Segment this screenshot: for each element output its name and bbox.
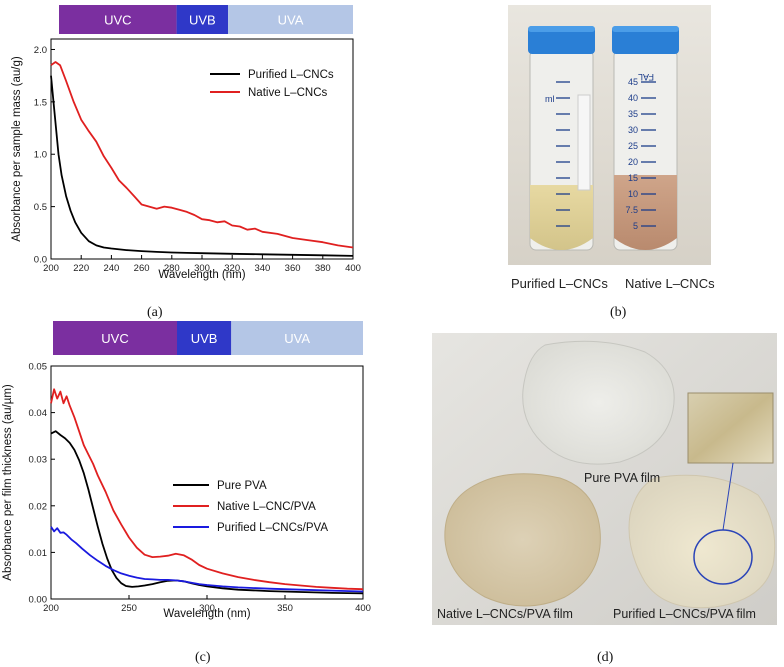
y-tick-label: 2.0 xyxy=(34,45,47,56)
chart-a: UVC UVB UVA 200 220 240 260 280 300 320 340 360 380 4… xyxy=(11,5,361,281)
band-label-uva: UVA xyxy=(278,13,304,28)
photo-d-films: Pure PVA film Native L–CNCs/PVA film Pur… xyxy=(432,333,777,625)
x-tick-label: 400 xyxy=(345,263,361,274)
band-label-uvc: UVC xyxy=(104,13,131,28)
y-tick-label: 0.00 xyxy=(29,595,48,606)
tube-brand-text: FAL xyxy=(638,72,654,82)
x-tick-label: 220 xyxy=(73,263,89,274)
inset-zoom-photo xyxy=(687,392,774,464)
tube-native xyxy=(612,26,679,251)
band-uvb xyxy=(177,321,232,355)
x-tick-label: 240 xyxy=(103,263,119,274)
y-axis-label: Absorbance per film thickness (au/µm) xyxy=(2,384,14,581)
y-tick-label: 0.05 xyxy=(29,362,48,373)
tube-mark-number: 15 xyxy=(628,173,638,183)
series-line-red xyxy=(50,388,364,591)
legend-label: Purified L–CNCs xyxy=(248,69,334,81)
tube-mark-number: 10 xyxy=(628,189,638,199)
band-label-uvc: UVC xyxy=(101,331,128,346)
tube-mark-number: 45 xyxy=(628,77,638,87)
label-purified-tube: Purified L–CNCs xyxy=(511,276,608,291)
band-label-uva: UVA xyxy=(284,331,310,346)
film-pure-pva xyxy=(522,340,675,465)
tube-mark-number: 7.5 xyxy=(625,205,638,215)
caption-d: (d) xyxy=(597,650,614,665)
label-native-film: Native L–CNCs/PVA film xyxy=(437,607,573,621)
legend-label: Native L–CNCs xyxy=(248,87,327,99)
caption-a: (a) xyxy=(147,305,163,320)
photo-b-tubes: 45 40 35 30 25 20 15 10 7.5 5 FAL ml Purified L–C… xyxy=(508,5,715,291)
x-tick-label: 380 xyxy=(315,263,331,274)
label-purified-film: Purified L–CNCs/PVA film xyxy=(613,607,756,621)
liquid-brown xyxy=(614,175,677,250)
tube-mark-number: 35 xyxy=(628,109,638,119)
cap-blue xyxy=(612,26,679,54)
band-uva xyxy=(228,5,353,34)
series-line-red xyxy=(50,61,354,249)
y-axis-label: Absorbance per sample mass (au/g) xyxy=(11,56,23,242)
x-tick-label: 300 xyxy=(199,603,215,614)
x-tick-label: 250 xyxy=(121,603,137,614)
chart-c: UVC UVB UVA 200 250 300 350 400 0.00 0.01 0.02 0.03… xyxy=(2,321,371,620)
y-tick-label: 0.03 xyxy=(29,455,48,466)
cap-blue xyxy=(528,26,595,54)
film-purified xyxy=(628,474,776,609)
y-tick-label: 1.0 xyxy=(34,150,47,161)
band-uvc xyxy=(53,321,177,355)
band-uvb xyxy=(176,5,229,34)
series-line-black xyxy=(50,75,354,257)
tube-mark-number: 5 xyxy=(633,221,638,231)
legend-label: Pure PVA xyxy=(217,480,267,492)
x-tick-label: 200 xyxy=(43,263,59,274)
x-tick-label: 320 xyxy=(224,263,240,274)
x-tick-label: 400 xyxy=(355,603,371,614)
caption-b: (b) xyxy=(610,305,627,320)
x-tick-label: 360 xyxy=(285,263,301,274)
x-tick-label: 200 xyxy=(43,603,59,614)
zoom-line xyxy=(722,462,734,531)
y-tick-label: 0.0 xyxy=(34,255,47,266)
film-native xyxy=(444,473,601,607)
legend-label: Purified L–CNCs/PVA xyxy=(217,522,328,534)
tube-mark-number: 30 xyxy=(628,125,638,135)
x-tick-label: 340 xyxy=(254,263,270,274)
tube-label-strip xyxy=(577,94,591,191)
x-axis-label: Wavelength (nm) xyxy=(158,269,245,281)
tube-ml-text: ml xyxy=(545,94,555,104)
y-tick-label: 0.04 xyxy=(29,408,48,419)
caption-c: (c) xyxy=(195,650,211,665)
plot-frame xyxy=(50,365,364,600)
label-pure-pva-film: Pure PVA film xyxy=(584,471,660,485)
x-tick-label: 350 xyxy=(277,603,293,614)
y-tick-label: 1.5 xyxy=(34,97,47,108)
tube-graduations: 45 40 35 30 25 20 15 10 7.5 5 xyxy=(556,77,656,231)
band-uvc xyxy=(59,5,177,34)
x-tick-label: 260 xyxy=(134,263,150,274)
band-uva xyxy=(231,321,363,355)
liquid-yellow xyxy=(530,185,593,250)
band-label-uvb: UVB xyxy=(189,13,216,28)
x-axis-label: Wavelength (nm) xyxy=(163,608,250,620)
label-native-tube: Native L–CNCs xyxy=(625,276,715,291)
y-tick-label: 0.02 xyxy=(29,501,48,512)
tube-mark-number: 40 xyxy=(628,93,638,103)
tube-purified xyxy=(528,26,595,251)
y-tick-label: 0.5 xyxy=(34,202,47,213)
band-label-uvb: UVB xyxy=(191,331,218,346)
x-tick-label: 300 xyxy=(194,263,210,274)
tube-mark-number: 25 xyxy=(628,141,638,151)
y-tick-label: 0.01 xyxy=(29,548,48,559)
x-tick-label: 280 xyxy=(164,263,180,274)
tube-mark-number: 20 xyxy=(628,157,638,167)
series-line-black xyxy=(50,430,364,595)
legend-label: Native L–CNC/PVA xyxy=(217,501,316,513)
series-line-blue xyxy=(50,526,364,593)
